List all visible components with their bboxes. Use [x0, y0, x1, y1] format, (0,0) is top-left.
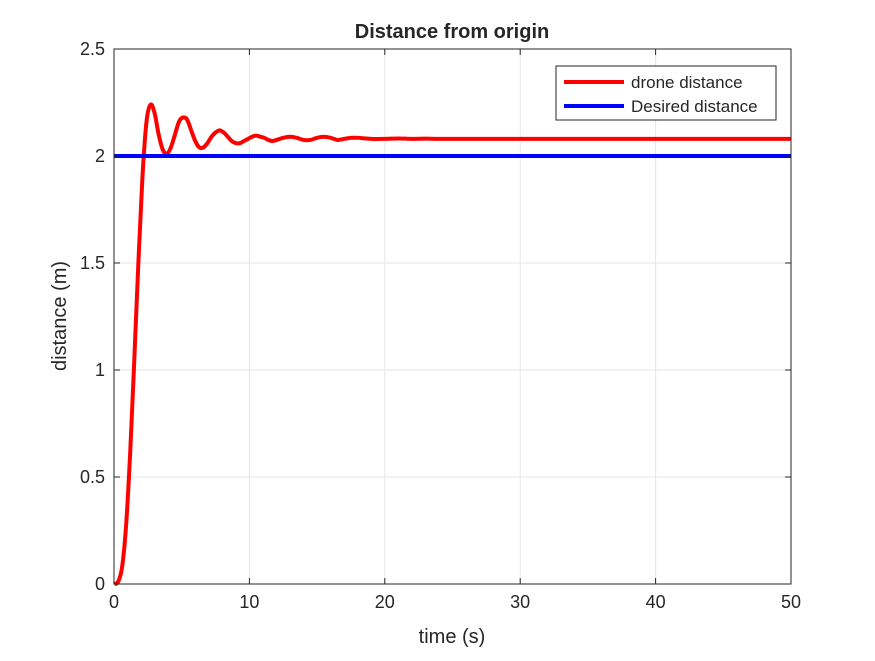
plot-area — [114, 49, 791, 584]
legend-box — [555, 65, 777, 121]
y-tick-label: 1 — [95, 360, 105, 380]
x-tick-label: 0 — [109, 592, 119, 612]
series-line-drone-distance — [113, 102, 791, 586]
x-tick-label: 20 — [375, 592, 395, 612]
axis-ticks: 0 10 20 30 40 50 0 0.5 1 1.5 2 2.5 — [80, 39, 801, 612]
y-tick-label: 1.5 — [80, 253, 105, 273]
x-axis-label: time (s) — [419, 626, 486, 648]
y-tick-label: 2 — [95, 146, 105, 166]
y-axis-label: distance (m) — [49, 261, 71, 371]
x-tick-label: 30 — [510, 592, 530, 612]
x-tick-label: 10 — [239, 592, 259, 612]
x-tick-label: 50 — [781, 592, 801, 612]
plot-frame — [113, 48, 792, 585]
y-tick-label: 0 — [95, 574, 105, 594]
chart-title: Distance from origin — [355, 21, 549, 43]
y-tick-label: 0.5 — [80, 467, 105, 487]
y-tick-label: 2.5 — [80, 39, 105, 59]
legend-label-drone-distance: drone distance — [631, 73, 743, 92]
legend-label-desired-distance: Desired distance — [631, 97, 758, 116]
series-lines — [113, 102, 791, 586]
x-tick-label: 40 — [646, 592, 666, 612]
legend: drone distance Desired distance — [555, 65, 777, 121]
